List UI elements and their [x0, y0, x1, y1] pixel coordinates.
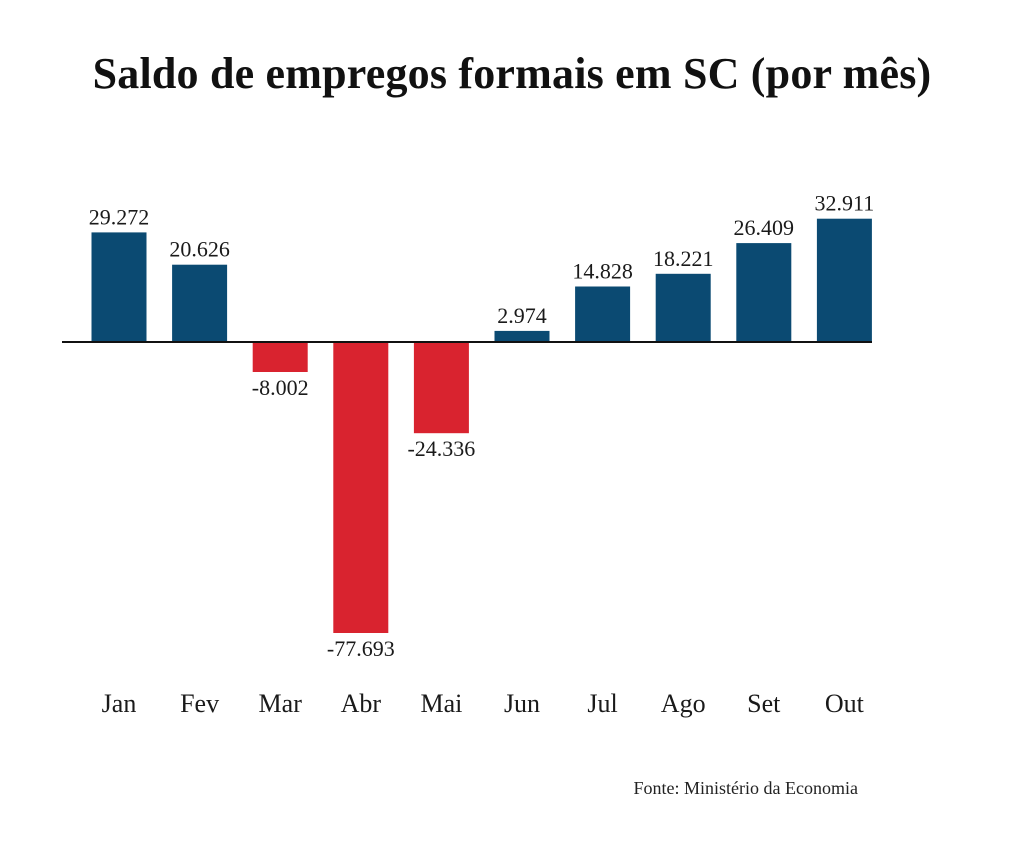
chart-title: Saldo de empregos formais em SC (por mês… [92, 49, 932, 98]
data-label-abr: -77.693 [327, 636, 395, 661]
category-label-jul: Jul [587, 689, 617, 718]
data-label-mai: -24.336 [407, 436, 475, 461]
data-label-jul: 14.828 [572, 259, 633, 284]
bar-ago [655, 273, 711, 342]
category-label-mar: Mar [259, 689, 303, 718]
data-label-out: 32.911 [815, 191, 875, 216]
bar-jun [494, 330, 550, 342]
category-label-ago: Ago [661, 689, 706, 718]
bar-out [816, 218, 872, 342]
data-label-jun: 2.974 [497, 303, 547, 328]
data-label-set: 26.409 [734, 215, 795, 240]
bar-fev [172, 264, 228, 342]
bar-set [736, 243, 792, 342]
category-label-fev: Fev [180, 689, 219, 718]
data-label-fev: 20.626 [169, 237, 230, 262]
labels-layer: 29.272 Jan 20.626 Fev -8.002 Mar -77.693 Abr -24… [89, 191, 874, 718]
category-label-jun: Jun [504, 689, 540, 718]
category-label-abr: Abr [341, 689, 382, 718]
bar-mar [252, 342, 308, 372]
bar-jul [575, 286, 631, 342]
category-label-mai: Mai [420, 689, 462, 718]
source-note: Fonte: Ministério da Economia [633, 778, 858, 798]
bar-jan [91, 232, 147, 342]
data-label-mar: -8.002 [252, 375, 309, 400]
bars-layer [91, 218, 872, 633]
category-label-jan: Jan [102, 689, 137, 718]
bar-mai [413, 342, 469, 434]
data-label-jan: 29.272 [89, 204, 150, 229]
data-label-ago: 18.221 [653, 246, 714, 271]
category-label-out: Out [825, 689, 865, 718]
bar-abr [333, 342, 389, 633]
category-label-set: Set [747, 689, 781, 718]
